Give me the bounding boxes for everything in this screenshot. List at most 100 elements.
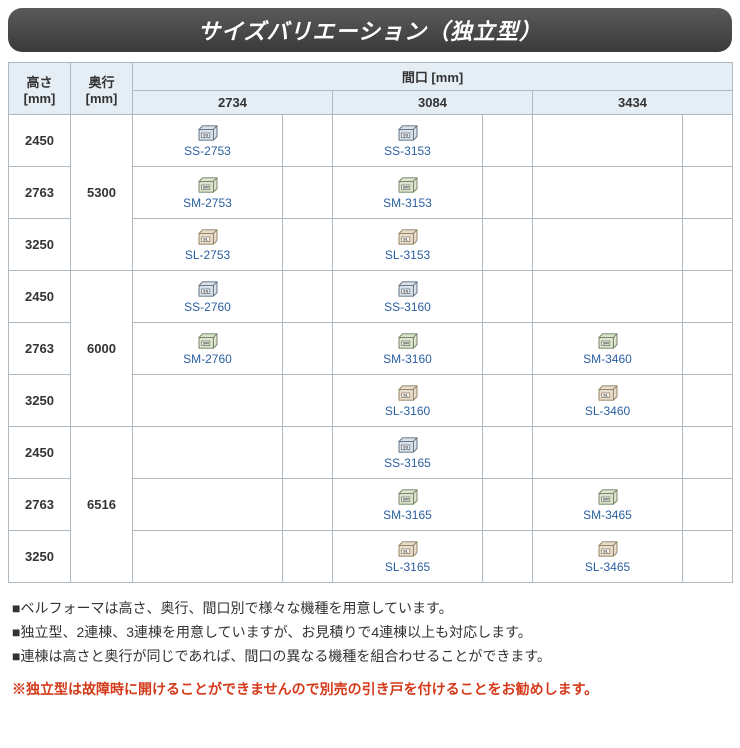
- empty-cell: [133, 375, 283, 427]
- empty-cell: [533, 219, 683, 271]
- height-cell: 2450: [9, 271, 71, 323]
- note-line-0: ■ベルフォーマは高さ、奥行、間口別で様々な機種を用意しています。: [12, 597, 728, 621]
- spacer-cell: [683, 479, 733, 531]
- empty-cell: [533, 167, 683, 219]
- svg-text:SS: SS: [203, 132, 209, 137]
- spacer-cell: [283, 271, 333, 323]
- svg-text:SS: SS: [203, 288, 209, 293]
- item-cell[interactable]: SMSM-3165: [333, 479, 483, 531]
- sm-icon: SM: [397, 176, 419, 194]
- empty-cell: [133, 479, 283, 531]
- item-cell[interactable]: SLSL-3153: [333, 219, 483, 271]
- height-cell: 2450: [9, 427, 71, 479]
- item-label: SL-3165: [335, 560, 480, 574]
- spacer-cell: [483, 375, 533, 427]
- item-cell[interactable]: SMSM-3460: [533, 323, 683, 375]
- header-width-1: 3084: [333, 91, 533, 115]
- item-label: SS-2753: [135, 144, 280, 158]
- item-cell[interactable]: SSSS-3160: [333, 271, 483, 323]
- header-height: 高さ[mm]: [9, 63, 71, 115]
- empty-cell: [533, 115, 683, 167]
- height-cell: 2763: [9, 167, 71, 219]
- item-cell[interactable]: SL SL-2753: [133, 219, 283, 271]
- item-cell[interactable]: SM SM-3465: [533, 479, 683, 531]
- item-label: SM-2760: [135, 352, 280, 366]
- spacer-cell: [483, 479, 533, 531]
- svg-text:SM: SM: [602, 496, 609, 501]
- header-depth: 奥行[mm]: [71, 63, 133, 115]
- item-cell[interactable]: SMSM-2760: [133, 323, 283, 375]
- spacer-cell: [683, 271, 733, 323]
- item-cell[interactable]: SM SM-3160: [333, 323, 483, 375]
- sl-icon: SL: [597, 384, 619, 402]
- ss-icon: SS: [397, 436, 419, 454]
- spacer-cell: [283, 219, 333, 271]
- spacer-cell: [683, 219, 733, 271]
- svg-text:SL: SL: [603, 548, 609, 553]
- item-label: SM-3160: [335, 352, 480, 366]
- height-cell: 3250: [9, 375, 71, 427]
- height-cell: 2763: [9, 323, 71, 375]
- spacer-cell: [683, 375, 733, 427]
- item-cell[interactable]: SS SS-3165: [333, 427, 483, 479]
- svg-text:SL: SL: [603, 392, 609, 397]
- size-table: 高さ[mm]奥行[mm]間口 [mm]273430843434 24505300…: [8, 62, 733, 583]
- item-cell[interactable]: SL SL-3165: [333, 531, 483, 583]
- spacer-cell: [483, 271, 533, 323]
- item-label: SM-3153: [335, 196, 480, 210]
- spacer-cell: [283, 115, 333, 167]
- item-cell[interactable]: SS SS-3153: [333, 115, 483, 167]
- sm-icon: SM: [197, 176, 219, 194]
- height-cell: 2450: [9, 115, 71, 167]
- item-label: SL-2753: [135, 248, 280, 262]
- item-cell[interactable]: SLSL-3460: [533, 375, 683, 427]
- item-label: SS-3153: [335, 144, 480, 158]
- height-cell: 3250: [9, 531, 71, 583]
- spacer-cell: [483, 167, 533, 219]
- table-row: 24506516SSSS-3165: [9, 427, 733, 479]
- item-label: SS-2760: [135, 300, 280, 314]
- ss-icon: SS: [197, 124, 219, 142]
- height-cell: 2763: [9, 479, 71, 531]
- item-cell[interactable]: SS SS-2760: [133, 271, 283, 323]
- spacer-cell: [483, 219, 533, 271]
- ss-icon: SS: [197, 280, 219, 298]
- sl-icon: SL: [397, 228, 419, 246]
- sm-icon: SM: [397, 488, 419, 506]
- sl-icon: SL: [597, 540, 619, 558]
- sm-icon: SM: [397, 332, 419, 350]
- svg-text:SM: SM: [402, 496, 409, 501]
- table-row: 24506000SSSS-2760SSSS-3160: [9, 271, 733, 323]
- item-label: SM-3460: [535, 352, 680, 366]
- table-row: 24505300SSSS-2753SSSS-3153: [9, 115, 733, 167]
- spacer-cell: [283, 167, 333, 219]
- sm-icon: SM: [597, 488, 619, 506]
- sl-icon: SL: [397, 384, 419, 402]
- spacer-cell: [483, 115, 533, 167]
- item-label: SM-3465: [535, 508, 680, 522]
- item-cell[interactable]: SM SM-3153: [333, 167, 483, 219]
- empty-cell: [533, 427, 683, 479]
- sl-icon: SL: [397, 540, 419, 558]
- item-label: SL-3465: [535, 560, 680, 574]
- spacer-cell: [283, 375, 333, 427]
- svg-text:SM: SM: [402, 184, 409, 189]
- note-line-1: ■独立型、2連棟、3連棟を用意していますが、お見積りで4連棟以上も対応します。: [12, 621, 728, 645]
- spacer-cell: [683, 531, 733, 583]
- item-cell[interactable]: SL SL-3160: [333, 375, 483, 427]
- svg-text:SS: SS: [403, 132, 409, 137]
- item-label: SL-3160: [335, 404, 480, 418]
- svg-text:SL: SL: [203, 236, 209, 241]
- height-cell: 3250: [9, 219, 71, 271]
- svg-text:SL: SL: [403, 236, 409, 241]
- empty-cell: [133, 531, 283, 583]
- sl-icon: SL: [197, 228, 219, 246]
- table-body: 24505300SSSS-2753SSSS-31532763SMSM-2753S…: [9, 115, 733, 583]
- header-width-group: 間口 [mm]: [133, 63, 733, 91]
- item-cell[interactable]: SS SS-2753: [133, 115, 283, 167]
- item-label: SS-3165: [335, 456, 480, 470]
- item-cell[interactable]: SL SL-3465: [533, 531, 683, 583]
- spacer-cell: [483, 323, 533, 375]
- item-cell[interactable]: SMSM-2753: [133, 167, 283, 219]
- spacer-cell: [683, 167, 733, 219]
